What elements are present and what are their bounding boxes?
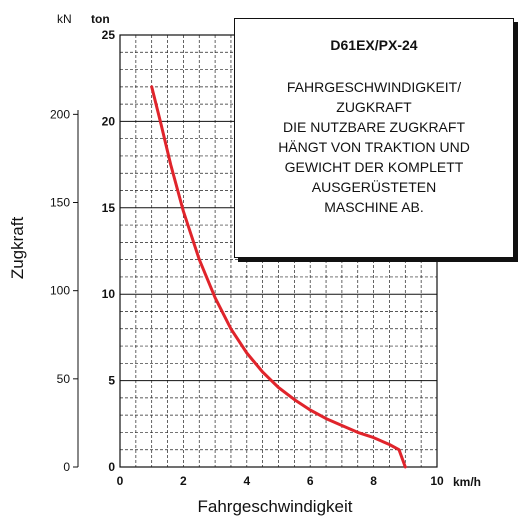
kn-tick-label: 50 (57, 372, 71, 386)
ton-tick-label: 25 (102, 28, 116, 42)
legend-title: D61EX/PX-24 (330, 37, 418, 53)
ton-tick-label: 0 (108, 460, 115, 474)
ton-tick-label: 20 (102, 114, 116, 128)
x-tick-label: 2 (180, 474, 187, 488)
x-tick-label: 4 (243, 474, 250, 488)
x-tick-label: 6 (307, 474, 314, 488)
ton-tick-label: 15 (102, 201, 116, 215)
x-unit: km/h (453, 475, 481, 489)
kn-tick-label: 200 (50, 107, 70, 121)
legend-box: D61EX/PX-24 FAHRGESCHWINDIGKEIT/ ZUGKRAF… (234, 18, 514, 258)
x-axis-label: Fahrgeschwindigkeit (198, 497, 353, 516)
y-unit-left: kN (57, 12, 72, 26)
ton-tick-label: 5 (108, 374, 115, 388)
kn-tick-label: 150 (50, 196, 70, 210)
y-unit-right: ton (91, 12, 110, 26)
kn-tick-label: 100 (50, 284, 70, 298)
ton-tick-label: 10 (102, 287, 116, 301)
x-tick-label: 10 (430, 474, 444, 488)
legend-body: FAHRGESCHWINDIGKEIT/ ZUGKRAFT DIE NUTZBA… (278, 79, 470, 215)
x-tick-label: 8 (370, 474, 377, 488)
kn-tick-label: 0 (63, 460, 70, 474)
y-axis-label: Zugkraft (8, 217, 27, 280)
x-tick-label: 0 (117, 474, 124, 488)
traction-curve (150, 85, 407, 469)
series-layer (150, 85, 407, 469)
